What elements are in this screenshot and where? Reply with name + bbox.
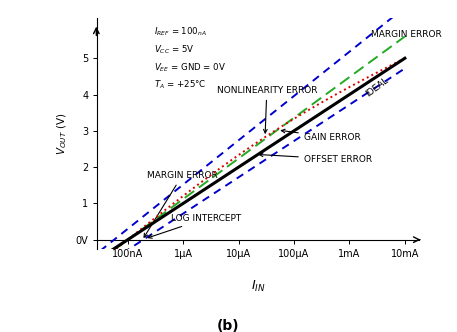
Text: $V_{OUT}$ (V): $V_{OUT}$ (V) [55, 112, 69, 155]
Text: MARGIN ERROR: MARGIN ERROR [144, 171, 218, 237]
Text: $I_{IN}$: $I_{IN}$ [251, 279, 266, 294]
Text: NONLINEARITY ERROR: NONLINEARITY ERROR [217, 86, 317, 133]
Text: (b): (b) [217, 319, 240, 332]
Text: IDEAL: IDEAL [364, 75, 390, 98]
Text: MARGIN ERROR: MARGIN ERROR [372, 30, 442, 39]
Text: LOG INTERCEPT: LOG INTERCEPT [148, 214, 241, 238]
Text: OFFSET ERROR: OFFSET ERROR [259, 153, 372, 164]
Text: GAIN ERROR: GAIN ERROR [282, 129, 361, 142]
Text: $I_{REF}$ = 100$_{nA}$
$V_{CC}$ = 5V
$V_{EE}$ = GND = 0V
$T_A$ = +25°C: $I_{REF}$ = 100$_{nA}$ $V_{CC}$ = 5V $V_… [154, 25, 226, 91]
